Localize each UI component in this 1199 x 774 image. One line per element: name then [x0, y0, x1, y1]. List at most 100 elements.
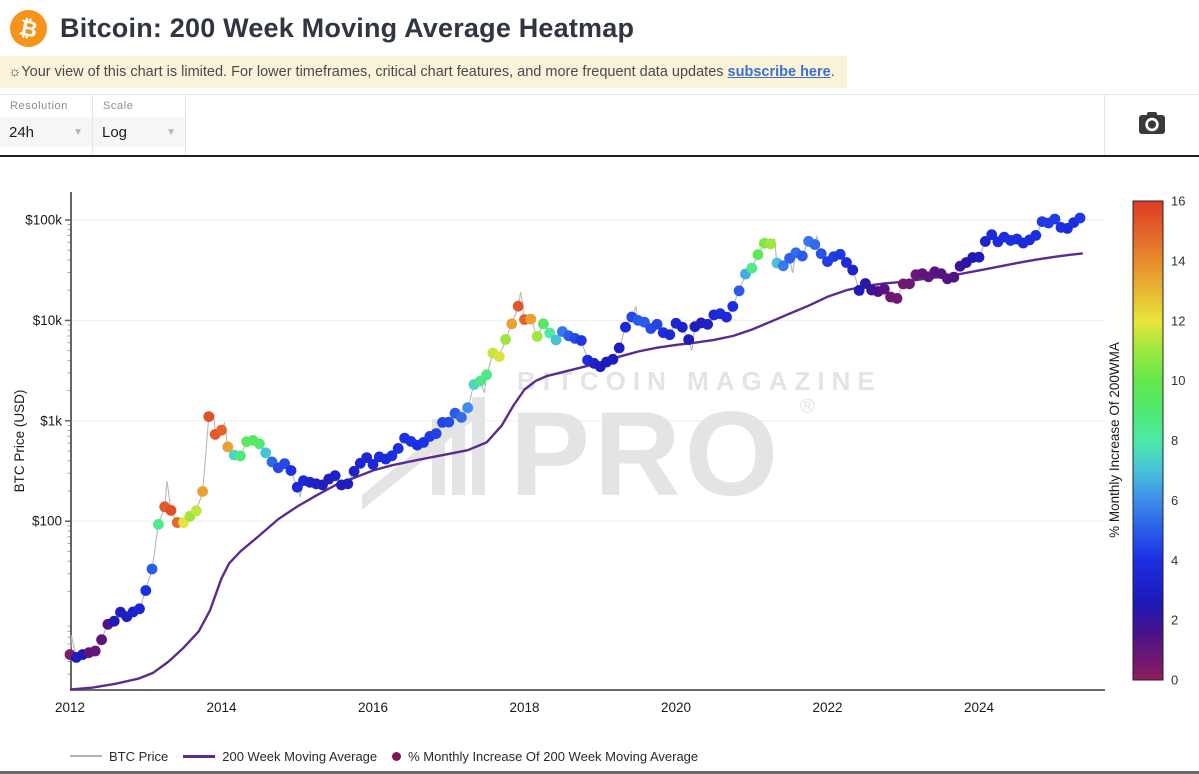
heat-dot[interactable]: [575, 335, 587, 346]
heat-dot[interactable]: [235, 450, 246, 462]
heat-dot[interactable]: [746, 262, 758, 274]
heat-dot[interactable]: [891, 293, 903, 304]
heat-dot[interactable]: [1030, 230, 1042, 241]
heat-dot[interactable]: [386, 450, 398, 462]
heat-dot[interactable]: [664, 329, 676, 341]
colorbar-tick-label: 16: [1171, 194, 1185, 209]
resolution-select[interactable]: 24h ▼: [0, 117, 92, 147]
heat-dot[interactable]: [796, 250, 808, 262]
heat-dot[interactable]: [683, 334, 695, 345]
heat-dot[interactable]: [651, 318, 663, 330]
heat-dot[interactable]: [834, 248, 846, 260]
camera-button[interactable]: [1135, 108, 1169, 142]
heat-dot[interactable]: [190, 505, 202, 517]
heat-dot[interactable]: [733, 285, 745, 297]
heat-dot[interactable]: [525, 313, 537, 325]
heat-dot[interactable]: [456, 412, 467, 423]
heat-dot[interactable]: [89, 645, 101, 657]
heat-dot[interactable]: [134, 603, 145, 615]
heat-dot[interactable]: [809, 239, 821, 250]
heat-dot[interactable]: [342, 478, 354, 490]
y-axis-label: BTC Price (USD): [12, 390, 27, 493]
heat-dot[interactable]: [462, 402, 474, 414]
heat-dot[interactable]: [613, 342, 625, 354]
wma-line-swatch: [183, 754, 216, 758]
heat-dot[interactable]: [904, 278, 915, 290]
scale-select[interactable]: Log ▼: [93, 117, 185, 147]
heat-dot[interactable]: [702, 318, 713, 330]
heat-dot[interactable]: [481, 369, 492, 381]
heat-dot[interactable]: [676, 321, 688, 333]
heat-dot[interactable]: [165, 505, 177, 516]
heat-dot[interactable]: [348, 465, 360, 477]
x-tick-label: 2014: [206, 700, 237, 715]
subscribe-link[interactable]: subscribe here: [727, 64, 831, 80]
notice-text: Your view of this chart is limited. For …: [21, 64, 728, 80]
heat-dot[interactable]: [721, 311, 732, 323]
heat-dot[interactable]: [973, 251, 985, 263]
heat-dot[interactable]: [254, 438, 265, 450]
y-axis: $100k $10k $1k $100: [25, 192, 72, 690]
scale-label: Scale: [103, 100, 134, 112]
heat-dot[interactable]: [329, 470, 341, 482]
heat-dot[interactable]: [948, 271, 960, 283]
heat-dot[interactable]: [443, 416, 455, 428]
scale-control: Scale Log ▼: [93, 95, 186, 155]
heat-dot[interactable]: [367, 459, 379, 470]
heat-dot[interactable]: [506, 318, 518, 330]
resolution-control: Resolution 24h ▼: [0, 95, 93, 155]
heat-dot[interactable]: [260, 447, 272, 459]
heat-dot[interactable]: [841, 257, 852, 268]
heat-dot[interactable]: [765, 238, 777, 250]
x-tick-label: 2020: [661, 700, 691, 715]
page-title: Bitcoin: 200 Week Moving Average Heatmap: [60, 12, 635, 43]
heat-dot[interactable]: [96, 634, 107, 646]
heat-dot[interactable]: [550, 334, 562, 346]
heat-dot[interactable]: [979, 236, 991, 247]
x-tick-label: 2024: [964, 700, 995, 715]
heat-dot[interactable]: [430, 428, 442, 439]
heat-dot[interactable]: [512, 300, 524, 312]
watermark-line1: BITCOIN MAGAZINE: [517, 366, 882, 396]
heat-dot[interactable]: [544, 327, 556, 339]
heat-dot[interactable]: [222, 441, 234, 453]
heat-dot[interactable]: [1074, 212, 1086, 224]
heat-dot[interactable]: [392, 443, 404, 454]
heat-dot[interactable]: [361, 452, 373, 463]
heat-dot[interactable]: [203, 411, 215, 422]
heat-dot[interactable]: [146, 563, 158, 575]
heat-dot[interactable]: [108, 615, 120, 627]
watermark-line2: PRO: [510, 387, 782, 521]
heat-dot[interactable]: [531, 331, 543, 342]
legend-item-200wma[interactable]: 200 Week Moving Average: [183, 749, 377, 764]
heat-dot[interactable]: [878, 283, 890, 295]
heat-dot[interactable]: [777, 260, 789, 272]
heat-dot[interactable]: [500, 334, 511, 345]
heat-dot[interactable]: [493, 351, 505, 362]
heat-dot[interactable]: [140, 585, 152, 596]
heat-dot[interactable]: [538, 318, 549, 330]
legend-item-monthly-increase[interactable]: % Monthly Increase Of 200 Week Moving Av…: [392, 749, 698, 764]
scale-value: Log: [102, 123, 128, 141]
heat-dot[interactable]: [815, 248, 827, 260]
heat-dot[interactable]: [216, 424, 227, 436]
heat-dot[interactable]: [285, 465, 297, 476]
heat-dot[interactable]: [620, 321, 631, 333]
heat-dot[interactable]: [847, 264, 859, 276]
heat-dot[interactable]: [853, 285, 865, 296]
heat-dot-swatch: [392, 751, 402, 761]
heat-dot[interactable]: [752, 249, 764, 260]
heat-dot[interactable]: [279, 458, 290, 469]
heat-dot[interactable]: [727, 301, 739, 312]
heat-dot[interactable]: [197, 486, 209, 497]
heat-dot[interactable]: [153, 519, 164, 530]
heat-dot[interactable]: [986, 229, 998, 241]
legend-item-btc-price[interactable]: BTC Price: [70, 749, 168, 764]
x-tick-label: 2022: [812, 700, 842, 715]
heat-dot[interactable]: [607, 353, 619, 365]
heat-dot[interactable]: [1049, 213, 1061, 225]
y-tick-label: $100: [32, 514, 62, 529]
colorbar-tick-label: 14: [1171, 253, 1185, 268]
